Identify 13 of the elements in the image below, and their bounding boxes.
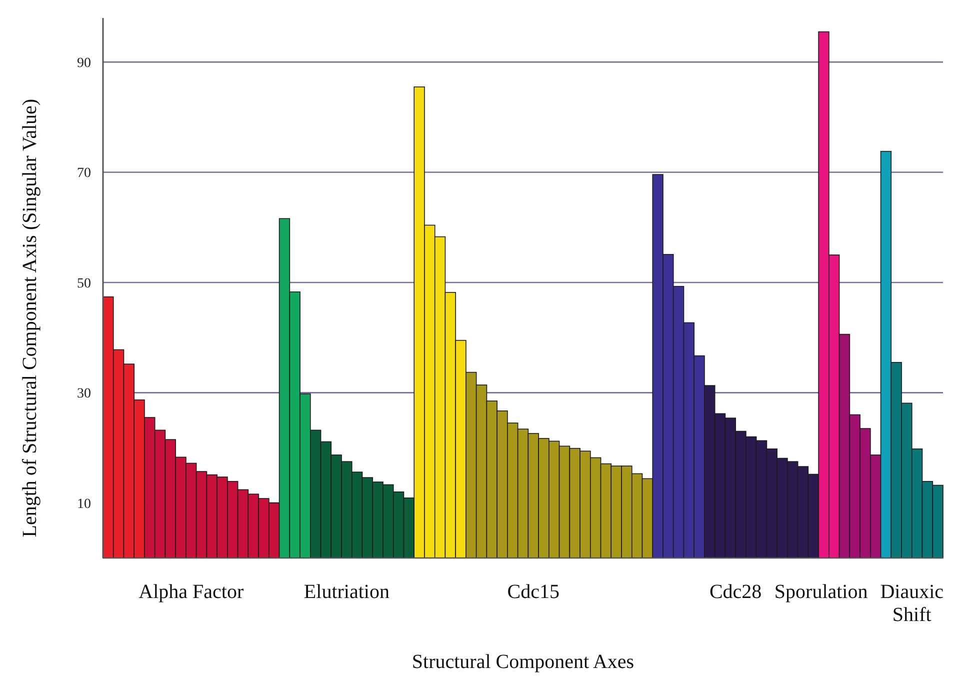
- series-label: Elutriation: [304, 581, 390, 603]
- series-label: Cdc15: [507, 581, 560, 603]
- y-tick-label: 10: [77, 496, 91, 512]
- series-label: Cdc28: [709, 581, 762, 603]
- x-axis-title: Structural Component Axes: [412, 651, 634, 673]
- y-tick-label: 70: [77, 166, 91, 182]
- y-axis-title: Length of Structural Component Axis (Singular Value): [19, 98, 41, 538]
- y-tick-label: 30: [77, 386, 91, 402]
- series-label: Sporulation: [774, 581, 868, 603]
- y-tick-label: 90: [77, 56, 91, 71]
- y-tick-label: 50: [77, 276, 91, 292]
- series-label: Diauxic Shift: [880, 581, 944, 626]
- series-label: Alpha Factor: [138, 581, 244, 603]
